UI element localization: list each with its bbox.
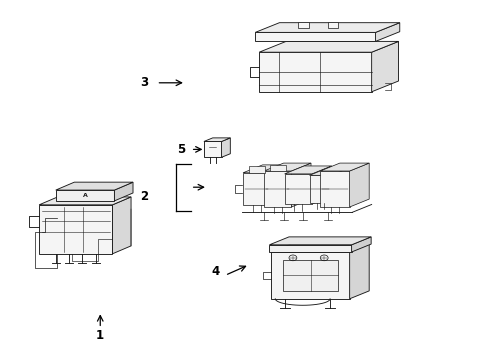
Polygon shape — [298, 22, 308, 27]
Polygon shape — [264, 163, 310, 171]
Polygon shape — [243, 165, 289, 173]
Polygon shape — [221, 138, 230, 157]
Polygon shape — [39, 197, 131, 205]
Polygon shape — [283, 260, 337, 291]
Text: 5: 5 — [177, 143, 184, 156]
Text: A: A — [82, 193, 87, 198]
Polygon shape — [320, 163, 368, 171]
Polygon shape — [284, 166, 331, 174]
Polygon shape — [243, 173, 270, 205]
Polygon shape — [349, 163, 368, 207]
Polygon shape — [271, 252, 349, 299]
Polygon shape — [112, 197, 131, 254]
Polygon shape — [255, 23, 399, 32]
Text: 3: 3 — [140, 76, 148, 89]
Polygon shape — [330, 167, 350, 203]
Polygon shape — [269, 237, 370, 245]
Polygon shape — [264, 171, 291, 207]
Polygon shape — [351, 237, 370, 252]
Polygon shape — [203, 138, 230, 141]
Polygon shape — [259, 41, 398, 52]
Polygon shape — [320, 171, 349, 207]
Text: 4: 4 — [211, 265, 219, 278]
Polygon shape — [114, 182, 133, 201]
Text: 2: 2 — [140, 190, 148, 203]
Polygon shape — [371, 41, 398, 92]
Polygon shape — [309, 167, 350, 175]
Polygon shape — [255, 32, 375, 41]
Polygon shape — [248, 166, 264, 173]
Polygon shape — [375, 23, 399, 41]
Polygon shape — [327, 22, 338, 27]
Polygon shape — [56, 182, 133, 190]
Polygon shape — [270, 165, 289, 205]
Text: 1: 1 — [96, 329, 104, 342]
Polygon shape — [309, 175, 330, 203]
Polygon shape — [56, 190, 114, 201]
Polygon shape — [269, 165, 285, 171]
Polygon shape — [269, 245, 351, 252]
Polygon shape — [203, 141, 221, 157]
Polygon shape — [39, 205, 112, 254]
Polygon shape — [349, 244, 368, 299]
Polygon shape — [271, 244, 368, 252]
Polygon shape — [259, 52, 371, 92]
Polygon shape — [284, 174, 311, 204]
Polygon shape — [291, 163, 310, 207]
Polygon shape — [311, 166, 331, 204]
